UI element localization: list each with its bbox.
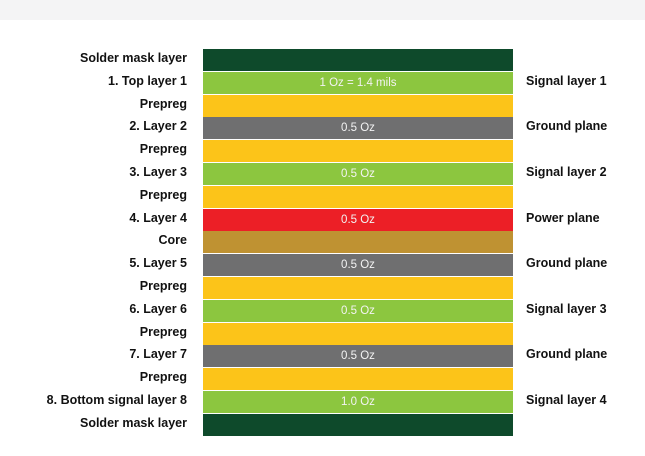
layer-name: 1. Top layer 1	[108, 73, 187, 88]
layer-row: 2. Layer 2 0.5 Oz Ground plane	[0, 117, 645, 140]
thickness-label: 1 Oz = 1.4 mils	[319, 76, 397, 89]
layer-bar	[203, 94, 513, 117]
thickness-label: 1.0 Oz	[341, 396, 375, 408]
thickness-label: 0.5 Oz	[341, 350, 375, 363]
layer-row: 4. Layer 4 0.5 Oz Power plane	[0, 208, 645, 231]
layer-function: Ground plane	[526, 119, 608, 134]
layer-name: 5. Layer 5	[129, 256, 187, 271]
layer-row: 3. Layer 3 0.5 Oz Signal layer 2	[0, 163, 645, 185]
layer-name: 6. Layer 6	[129, 301, 187, 316]
layer-name: Prepreg	[139, 324, 187, 339]
layer-function: Signal layer 3	[526, 301, 607, 316]
thickness-label: 0.5 Oz	[341, 122, 375, 135]
layer-name: 2. Layer 2	[129, 119, 187, 134]
layer-name: 7. Layer 7	[129, 347, 187, 362]
thickness-label: 0.5 Oz	[341, 304, 375, 317]
layer-row: Prepreg	[0, 277, 645, 299]
layer-name: Prepreg	[139, 279, 187, 293]
thickness-label: 0.5 Oz	[341, 259, 375, 272]
layer-function: Power plane	[526, 210, 600, 225]
layer-bar: 0.5 Oz	[203, 163, 513, 185]
layer-bar	[203, 277, 513, 299]
layer-row: Prepreg	[0, 322, 645, 345]
layer-bar: 0.5 Oz	[203, 299, 513, 322]
layer-row: 6. Layer 6 0.5 Oz Signal layer 3	[0, 299, 645, 322]
thickness-label: 0.5 Oz	[341, 213, 375, 226]
layer-name: Prepreg	[139, 142, 187, 157]
layer-bar	[203, 140, 513, 163]
layer-bar: 0.5 Oz	[203, 254, 513, 277]
layer-bar: 0.5 Oz	[203, 117, 513, 140]
layer-bar: 0.5 Oz	[203, 345, 513, 368]
layer-row: 5. Layer 5 0.5 Oz Ground plane	[0, 254, 645, 277]
layer-name: Core	[158, 233, 187, 248]
layer-row: Prepreg	[0, 368, 645, 391]
layer-bar	[203, 185, 513, 208]
layer-name: Solder mask layer	[79, 51, 187, 65]
top-strip	[0, 0, 645, 20]
layer-name: 3. Layer 3	[129, 165, 187, 179]
layer-name: Prepreg	[139, 187, 187, 202]
layer-row: Core	[0, 231, 645, 254]
layer-row: Prepreg	[0, 140, 645, 163]
layer-bar	[203, 368, 513, 391]
layer-row: Solder mask layer	[0, 413, 645, 436]
layer-row: Prepreg	[0, 185, 645, 208]
layer-name: Solder mask layer	[79, 415, 187, 430]
layer-name: 4. Layer 4	[129, 210, 187, 225]
layer-name: 8. Bottom signal layer 8	[46, 393, 187, 407]
layer-row: Solder mask layer	[0, 49, 645, 71]
thickness-label: 0.5 Oz	[341, 168, 375, 180]
layer-function: Signal layer 2	[526, 165, 607, 179]
layer-bar: 1.0 Oz	[203, 391, 513, 413]
layer-row: 1. Top layer 1 1 Oz = 1.4 mils Signal la…	[0, 71, 645, 94]
layer-row: 8. Bottom signal layer 8 1.0 Oz Signal l…	[0, 391, 645, 413]
layer-name: Prepreg	[139, 370, 187, 385]
layer-bar: 1 Oz = 1.4 mils	[203, 71, 513, 94]
layer-row: 7. Layer 7 0.5 Oz Ground plane	[0, 345, 645, 368]
layer-name: Prepreg	[139, 96, 187, 111]
layer-function: Ground plane	[526, 256, 608, 271]
layer-bar	[203, 322, 513, 345]
layer-bar	[203, 49, 513, 71]
layer-bar	[203, 413, 513, 436]
layer-function: Ground plane	[526, 347, 608, 362]
layer-bar	[203, 231, 513, 254]
layer-bar: 0.5 Oz	[203, 208, 513, 231]
layer-function: Signal layer 1	[526, 73, 607, 88]
layer-row: Prepreg	[0, 94, 645, 117]
layer-function: Signal layer 4	[526, 393, 607, 407]
